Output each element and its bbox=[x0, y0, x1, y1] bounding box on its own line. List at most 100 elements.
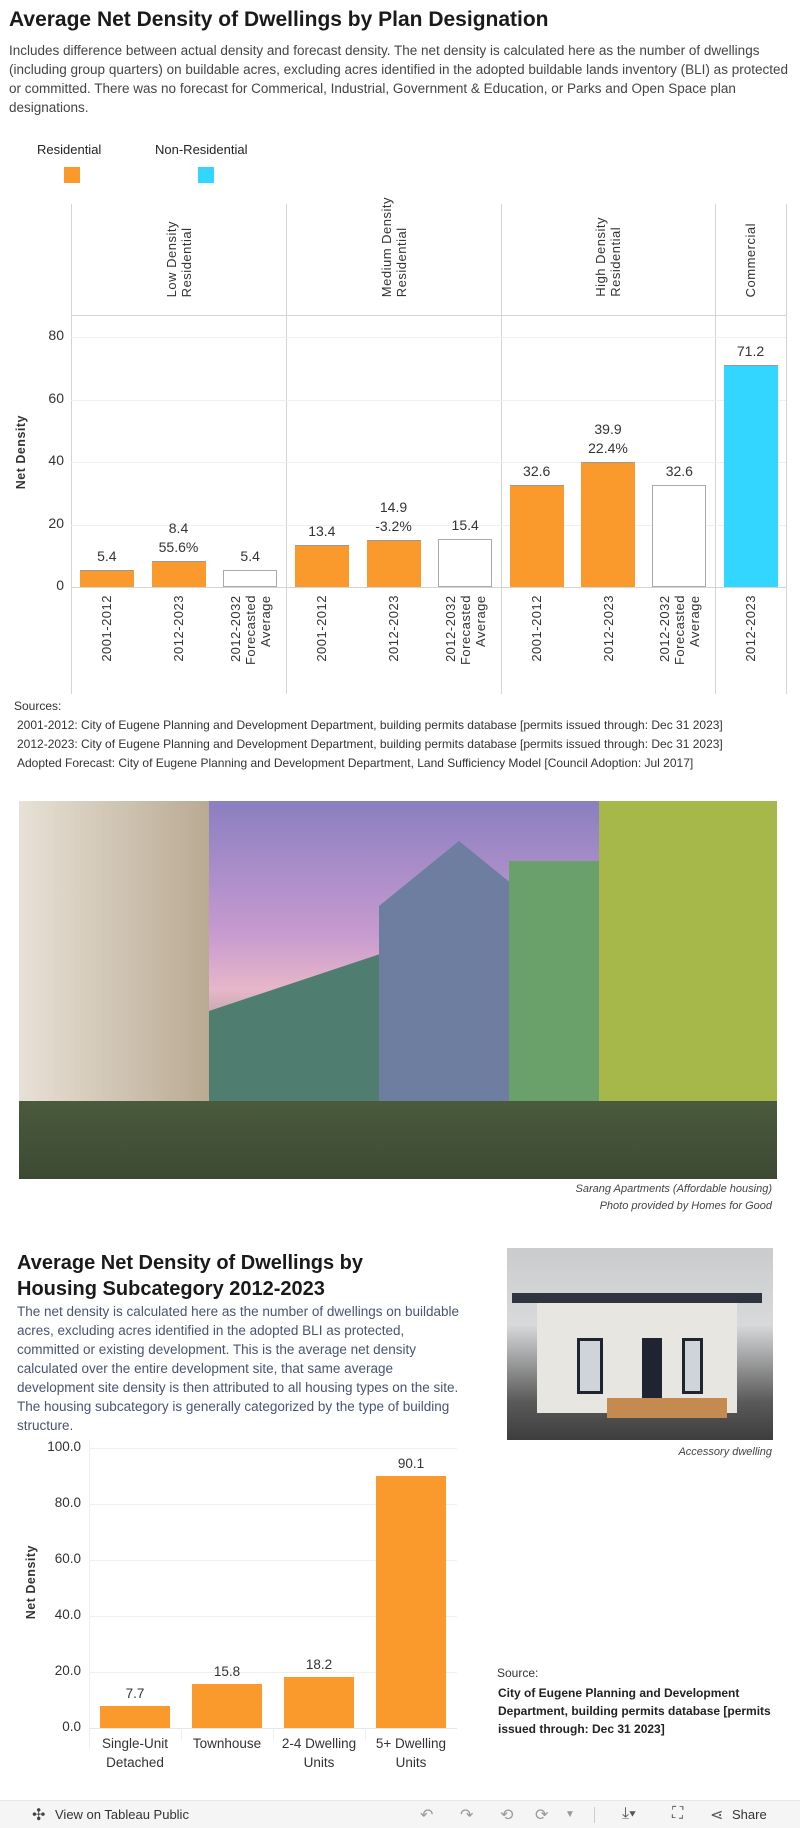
toolbar-divider bbox=[594, 1807, 595, 1823]
bar-commercial[interactable] bbox=[723, 364, 778, 587]
data-label: 5.4 bbox=[67, 547, 147, 566]
data-label: 15.4 bbox=[425, 516, 505, 535]
bar-medium-density-residential[interactable] bbox=[438, 538, 493, 587]
x-tick-line: 2012-2032 bbox=[656, 595, 672, 662]
x-tick-line: Average bbox=[686, 595, 702, 647]
bar-high-density-residential[interactable] bbox=[581, 462, 635, 587]
x-axis-line bbox=[89, 1728, 457, 1729]
tableau-toolbar: ✣ View on Tableau Public ↶ ↷ ⟲ ⟳ ▼ ⤓▾ ⛶ … bbox=[0, 1800, 800, 1828]
x-tick-label: 2012-2023 bbox=[743, 595, 758, 662]
bar-high-density-residential[interactable] bbox=[652, 485, 707, 587]
bar-medium-density-residential[interactable] bbox=[294, 545, 349, 587]
y-tick-label: 80.0 bbox=[54, 1495, 81, 1510]
header-divider bbox=[71, 315, 786, 316]
y-tick-label: 0.0 bbox=[62, 1719, 81, 1734]
chart-description: The net density is calculated here as th… bbox=[17, 1304, 460, 1433]
value-label: 8.4 bbox=[168, 519, 189, 536]
x-tick-line: 2012-2023 bbox=[600, 595, 616, 662]
data-label: 14.9 -3.2% bbox=[354, 498, 434, 536]
refresh-icon[interactable]: ⟳ bbox=[535, 1807, 549, 1824]
pane-header-line: Residential bbox=[178, 227, 194, 298]
bar[interactable] bbox=[284, 1677, 354, 1728]
value-label: 15.8 bbox=[213, 1663, 241, 1679]
sources-heading: Sources: bbox=[14, 699, 62, 713]
legend-swatch-residential[interactable] bbox=[64, 167, 80, 183]
value-label: 90.1 bbox=[397, 1455, 425, 1471]
value-label: 14.9 bbox=[379, 499, 408, 516]
gridline bbox=[89, 1448, 457, 1449]
apartments-photo bbox=[19, 801, 777, 1179]
y-tick-label: 100.0 bbox=[47, 1439, 81, 1454]
x-tick-label: 2012-2023 bbox=[386, 595, 401, 662]
legend-swatch-non-residential[interactable] bbox=[198, 167, 214, 183]
share-icon[interactable]: ⋖ bbox=[710, 1807, 724, 1824]
pane-header: High Density Residential bbox=[593, 217, 623, 297]
data-label: 39.9 22.4% bbox=[568, 420, 648, 458]
source-heading: Source: bbox=[497, 1666, 539, 1680]
source-line: 2001-2012: City of Eugene Planning and D… bbox=[17, 718, 723, 732]
y-tick-label: 60 bbox=[48, 389, 64, 406]
x-tick-label: 2001-2012 bbox=[314, 595, 329, 662]
x-tick-line: Average bbox=[257, 595, 273, 647]
chart-description: Includes difference between actual densi… bbox=[9, 43, 788, 115]
x-tick-line: Average bbox=[472, 595, 488, 647]
pane-divider bbox=[71, 204, 72, 694]
gridline bbox=[89, 1672, 457, 1673]
photo-caption: Sarang Apartments (Affordable housing) bbox=[575, 1183, 772, 1195]
bar[interactable] bbox=[376, 1475, 446, 1728]
bar[interactable] bbox=[100, 1706, 170, 1728]
undo-icon[interactable]: ↶ bbox=[420, 1807, 434, 1824]
pane-header-line: Residential bbox=[608, 226, 623, 297]
gridline bbox=[71, 524, 786, 526]
x-tick-label: 2012-2032 Forecasted Average bbox=[657, 595, 702, 665]
data-label: 71.2 bbox=[711, 342, 791, 361]
pane-header: Medium Density Residential bbox=[379, 197, 409, 297]
x-tick-line: 2001-2012 bbox=[314, 595, 330, 662]
bar-low-density-residential[interactable] bbox=[151, 560, 206, 587]
pane-divider bbox=[286, 204, 287, 694]
x-category-label: 2-4 Dwelling Units bbox=[273, 1734, 365, 1772]
x-tick-label: 2001-2012 bbox=[99, 595, 114, 662]
view-on-tableau-link[interactable]: View on Tableau Public bbox=[55, 1807, 189, 1822]
y-axis-title: Net Density bbox=[24, 1545, 38, 1620]
change-label: 22.4% bbox=[588, 440, 628, 457]
bar-high-density-residential[interactable] bbox=[509, 485, 564, 587]
revert-icon[interactable]: ⟲ bbox=[500, 1807, 514, 1824]
x-tick-line: 2001-2012 bbox=[99, 595, 115, 662]
accessory-dwelling-photo bbox=[507, 1248, 773, 1440]
pane-divider bbox=[501, 204, 502, 694]
bar[interactable] bbox=[192, 1683, 262, 1728]
value-label: 15.4 bbox=[451, 516, 479, 533]
x-tick-label: 2012-2032 Forecasted Average bbox=[228, 595, 273, 665]
fullscreen-icon[interactable]: ⛶ bbox=[672, 1805, 684, 1822]
change-label: -3.2% bbox=[375, 518, 412, 535]
refresh-dropdown-icon[interactable]: ▼ bbox=[565, 1809, 575, 1820]
y-tick-label: 80 bbox=[48, 327, 64, 343]
x-tick-label: 2001-2012 bbox=[529, 595, 544, 662]
category-divider bbox=[273, 1728, 274, 1740]
share-button[interactable]: Share bbox=[732, 1807, 767, 1822]
y-axis-title: Net Density bbox=[14, 415, 28, 490]
x-category-label: Townhouse bbox=[181, 1734, 273, 1753]
bar-medium-density-residential[interactable] bbox=[366, 540, 421, 587]
bar-low-density-residential[interactable] bbox=[223, 570, 278, 587]
value-label: 39.9 bbox=[594, 421, 622, 438]
x-tick-line: Forecasted bbox=[457, 595, 473, 666]
redo-icon[interactable]: ↷ bbox=[460, 1807, 474, 1824]
source-line: Adopted Forecast: City of Eugene Plannin… bbox=[17, 756, 694, 770]
x-axis-line bbox=[71, 587, 786, 588]
category-line: 5+ Dwelling bbox=[375, 1736, 447, 1751]
data-label: 5.4 bbox=[210, 547, 290, 566]
x-tick-line: 2012-2023 bbox=[743, 595, 758, 662]
x-tick-line: 2001-2012 bbox=[529, 595, 545, 662]
category-line: 2-4 Dwelling bbox=[281, 1736, 357, 1751]
gridline bbox=[89, 1560, 457, 1561]
x-tick-label: 2012-2023 bbox=[601, 595, 616, 662]
plan-designation-chart: 0 20 40 60 80 5.4 8.4 55.6% 5.4 13.4 14.9 -3.2% 15.4… bbox=[0, 0, 800, 700]
y-tick-label: 40.0 bbox=[54, 1607, 81, 1622]
download-icon[interactable]: ⤓▾ bbox=[622, 1805, 636, 1822]
bar-low-density-residential[interactable] bbox=[79, 570, 134, 587]
y-axis-line bbox=[89, 1440, 90, 1748]
pane-header-line: High Density bbox=[593, 217, 608, 297]
y-tick-label: 0 bbox=[56, 577, 64, 593]
